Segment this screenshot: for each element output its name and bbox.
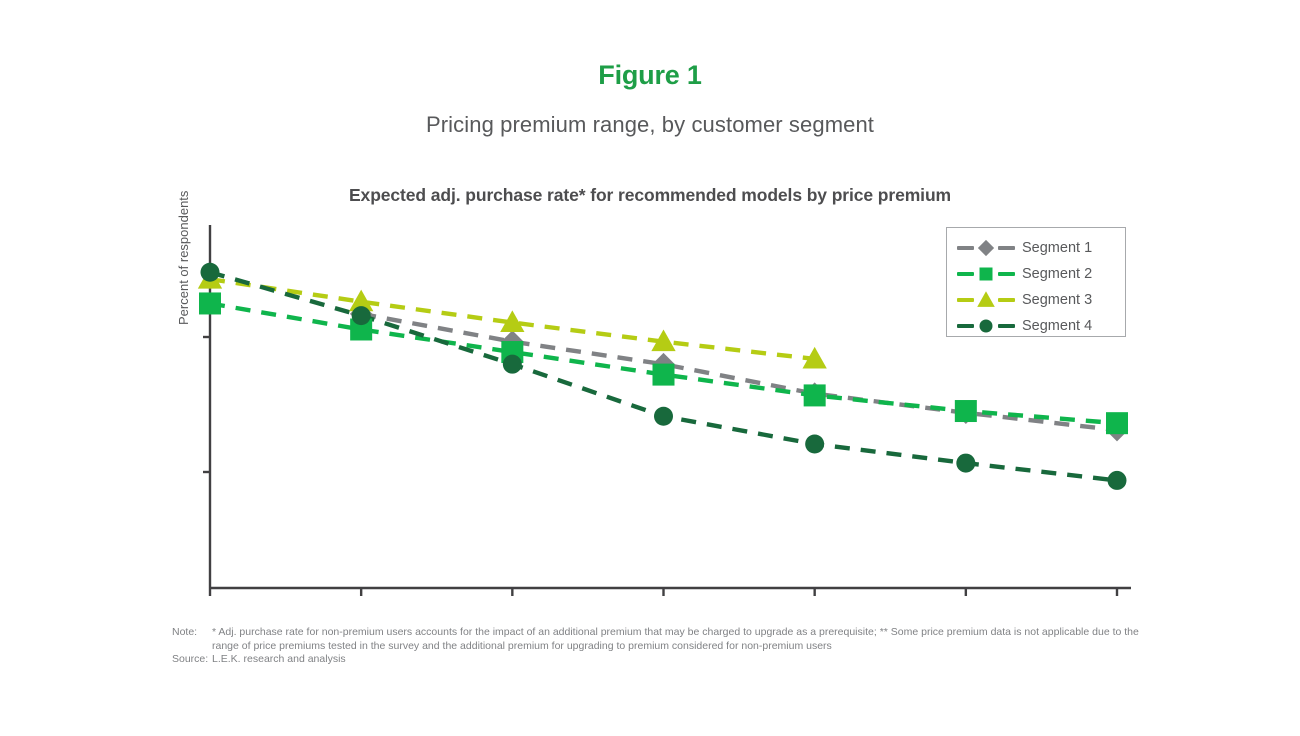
chart-title: Expected adj. purchase rate* for recomme…	[348, 185, 951, 205]
legend-label: Segment 1	[1022, 240, 1093, 256]
circle-marker-icon	[974, 316, 998, 336]
footnote-note-key: Note:	[172, 626, 198, 638]
legend-dash-right-icon	[998, 272, 1015, 276]
footnote-source-key: Source:	[172, 653, 209, 665]
legend-item-segment-1[interactable]: Segment 1	[957, 235, 1115, 261]
figure-label: Figure 1	[598, 60, 702, 90]
legend-label: Segment 2	[1022, 266, 1093, 282]
footnote-block: Note: * Adj. purchase rate for non-premi…	[172, 626, 1147, 667]
footnote-note-row: Note: * Adj. purchase rate for non-premi…	[172, 626, 1147, 653]
figure-subtitle: Pricing premium range, by customer segme…	[425, 112, 875, 137]
diamond-marker-icon	[974, 238, 998, 258]
legend-item-segment-2[interactable]: Segment 2	[957, 261, 1115, 287]
y-axis-label: Percent of respondents	[176, 190, 191, 325]
legend-dash-right-icon	[998, 324, 1015, 328]
legend-dash-left-icon	[957, 272, 974, 276]
legend-dash-right-icon	[998, 246, 1015, 250]
footnote-source-value: L.E.K. research and analysis	[212, 653, 346, 665]
square-marker-icon	[974, 264, 998, 284]
legend-dash-left-icon	[957, 246, 974, 250]
footnote-note-value: * Adj. purchase rate for non-premium use…	[212, 626, 1139, 652]
legend-label: Segment 4	[1022, 318, 1093, 334]
footnote-source-row: Source: L.E.K. research and analysis	[172, 653, 1147, 667]
chart-legend: Segment 1 Segment 2 Segment 3 Segment 4	[946, 227, 1126, 337]
legend-dash-left-icon	[957, 298, 974, 302]
legend-dash-left-icon	[957, 324, 974, 328]
legend-item-segment-3[interactable]: Segment 3	[957, 287, 1115, 313]
legend-dash-right-icon	[998, 298, 1015, 302]
triangle-marker-icon	[974, 290, 998, 310]
legend-item-segment-4[interactable]: Segment 4	[957, 313, 1115, 339]
legend-label: Segment 3	[1022, 292, 1093, 308]
